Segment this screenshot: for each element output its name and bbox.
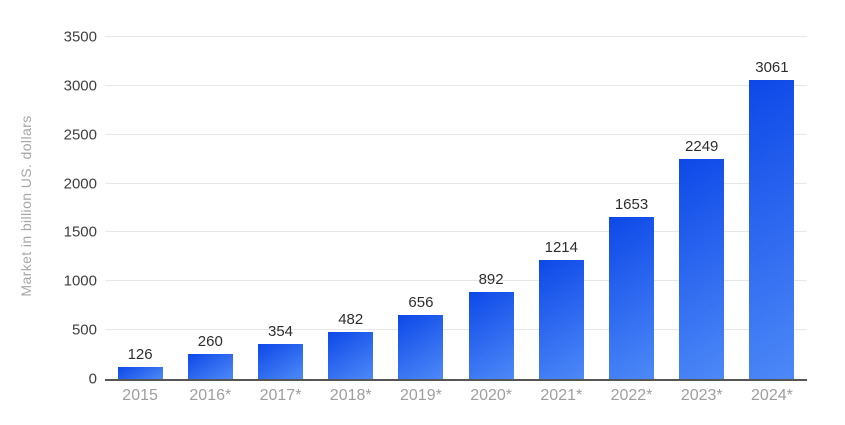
bar-value-label: 126 bbox=[127, 345, 153, 363]
gridline bbox=[105, 182, 807, 184]
plot-area: 126 260 354 482 656 892 1214 1653 2249 3061 bbox=[105, 36, 807, 381]
bar-value-label: 656 bbox=[408, 293, 434, 311]
bar[interactable] bbox=[749, 79, 795, 379]
x-tick-label: 2023* bbox=[680, 387, 723, 404]
gridline bbox=[105, 84, 807, 86]
bar-group: 126 bbox=[105, 37, 175, 379]
bar-value-label: 1214 bbox=[544, 239, 578, 257]
x-tick-label: 2024* bbox=[751, 387, 793, 404]
y-tick-label: 0 bbox=[88, 370, 97, 388]
x-tick-label: 2019* bbox=[400, 387, 442, 404]
bar[interactable] bbox=[117, 366, 163, 379]
x-tick-label: 2022* bbox=[610, 387, 653, 404]
x-tick-label: 2020* bbox=[470, 387, 513, 404]
bar-value-label: 2249 bbox=[685, 138, 719, 156]
bar-value-label: 482 bbox=[338, 310, 364, 328]
x-tick-label: 2017* bbox=[259, 387, 302, 404]
gridline bbox=[105, 36, 807, 37]
x-tick-label: 2015 bbox=[122, 387, 158, 404]
bar[interactable] bbox=[468, 291, 514, 379]
bar-group: 3061 bbox=[737, 37, 807, 379]
bar-group: 354 bbox=[245, 37, 315, 379]
x-axis-labels: 2015 2016* 2017* 2018* 2019* 2020* 2021* 2022* 2… bbox=[105, 381, 807, 405]
gridline bbox=[105, 329, 807, 331]
bar-value-label: 3061 bbox=[755, 58, 789, 76]
gridline bbox=[105, 231, 807, 233]
gridline bbox=[105, 280, 807, 282]
bars-container: 126 260 354 482 656 892 1214 1653 2249 3061 bbox=[105, 37, 807, 379]
bar[interactable] bbox=[328, 331, 374, 379]
bar-group: 892 bbox=[456, 37, 526, 379]
gridline bbox=[105, 133, 807, 135]
y-tick-label: 3000 bbox=[63, 77, 97, 95]
y-tick-label: 1500 bbox=[63, 223, 97, 241]
bar[interactable] bbox=[258, 344, 303, 379]
x-axis-line bbox=[105, 379, 807, 381]
bar[interactable] bbox=[398, 314, 444, 379]
bar-group: 260 bbox=[175, 37, 245, 379]
bar-value-label: 892 bbox=[478, 270, 504, 288]
y-tick-label: 500 bbox=[71, 321, 97, 339]
y-tick-label: 1000 bbox=[63, 272, 97, 290]
bar[interactable] bbox=[187, 353, 233, 379]
y-tick-label: 2000 bbox=[63, 175, 97, 193]
x-tick-label: 2016* bbox=[189, 387, 232, 404]
x-tick-label: 2021* bbox=[540, 387, 583, 404]
x-tick-label: 2018* bbox=[329, 387, 372, 404]
bar-group: 2249 bbox=[667, 37, 737, 379]
y-tick-label: 3500 bbox=[63, 28, 97, 46]
bar[interactable] bbox=[538, 260, 584, 379]
bar-value-label: 260 bbox=[197, 332, 223, 350]
bar[interactable] bbox=[679, 159, 725, 379]
bar-value-label: 1653 bbox=[614, 196, 649, 214]
y-tick-label: 2500 bbox=[63, 126, 97, 144]
bar-group: 1214 bbox=[526, 37, 596, 379]
y-axis-ticks: 0 500 1000 1500 2000 2500 3000 3500 bbox=[0, 29, 97, 388]
bar-group: 656 bbox=[386, 37, 456, 379]
bar[interactable] bbox=[609, 217, 655, 379]
bar-group: 1653 bbox=[596, 37, 666, 379]
bar-value-label: 354 bbox=[267, 323, 294, 341]
bar-group: 482 bbox=[316, 37, 386, 379]
